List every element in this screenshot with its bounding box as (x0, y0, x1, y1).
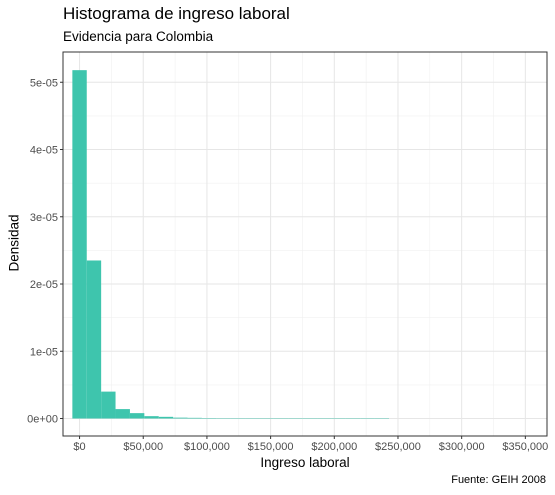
major-gridlines (63, 52, 547, 436)
histogram-bar (72, 70, 87, 419)
plot-panel (63, 52, 547, 436)
x-axis-label: Ingreso laboral (260, 455, 350, 470)
y-axis-label: Densidad (6, 214, 22, 272)
y-tick-label: 5e-05 (30, 77, 58, 89)
x-tick-label: $250,000 (375, 441, 421, 453)
histogram-bars (72, 70, 389, 419)
x-axis: $0 $50,000 $100,000 $150,000 $200,000 $250,00… (73, 436, 548, 453)
histogram-bar (187, 417, 202, 419)
histogram-bar (144, 416, 159, 419)
y-tick-label: 4e-05 (30, 145, 58, 157)
histogram-bar (115, 409, 130, 419)
histogram-bar (173, 417, 188, 419)
y-tick-label: 3e-05 (30, 212, 58, 224)
y-tick-label: 0e+00 (27, 414, 58, 426)
y-axis: 0e+00 1e-05 2e-05 3e-05 4e-05 5e-05 (27, 77, 63, 426)
x-tick-label: $50,000 (123, 441, 163, 453)
chart-caption: Fuente: GEIH 2008 (451, 474, 546, 486)
x-tick-label: $100,000 (184, 441, 230, 453)
y-tick-label: 1e-05 (30, 346, 58, 358)
histogram-bar (101, 391, 116, 419)
x-tick-label: $350,000 (502, 441, 548, 453)
histogram-bar (86, 260, 102, 419)
y-tick-label: 2e-05 (30, 279, 58, 291)
histogram-bar (129, 413, 145, 419)
histogram-bar (158, 416, 174, 419)
chart-subtitle: Evidencia para Colombia (63, 29, 214, 44)
x-tick-label: $300,000 (439, 441, 485, 453)
plot-panel-border (62, 51, 548, 437)
x-tick-label: $150,000 (248, 441, 294, 453)
chart-title: Histograma de ingreso laboral (63, 4, 290, 23)
x-tick-label: $0 (73, 441, 85, 453)
x-tick-label: $200,000 (311, 441, 357, 453)
